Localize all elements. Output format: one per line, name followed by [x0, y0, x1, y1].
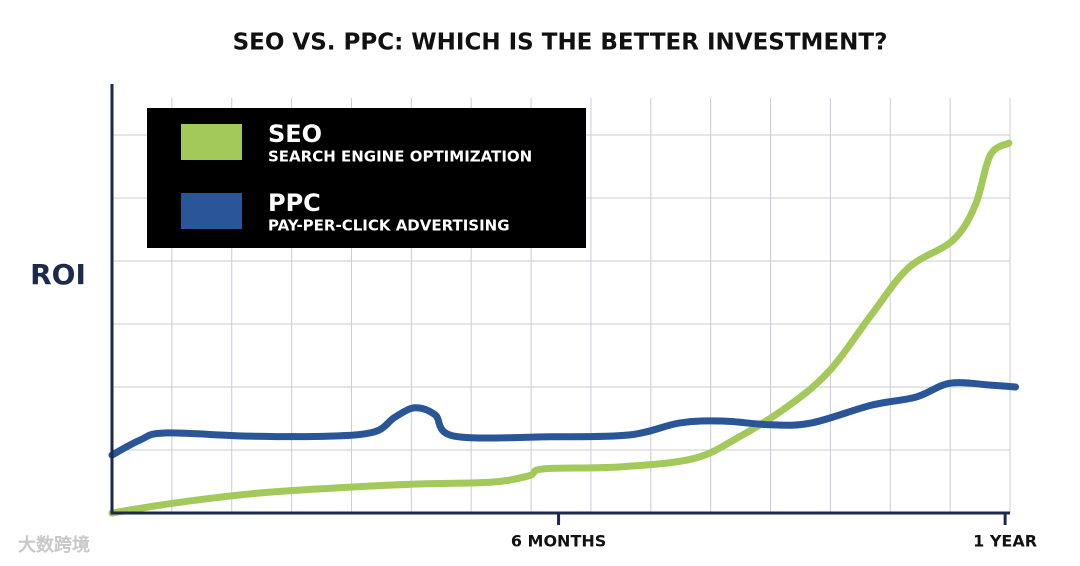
x-tick-label: 6 MONTHS	[511, 532, 606, 551]
legend-label: SEO	[268, 120, 322, 148]
x-tick-label: 1 YEAR	[973, 532, 1037, 551]
legend-swatch	[181, 193, 242, 229]
series-line	[108, 139, 1013, 517]
watermark: 大数跨境	[18, 534, 90, 556]
legend-label: PPC	[268, 189, 321, 217]
chart-title: SEO VS. PPC: WHICH IS THE BETTER INVESTM…	[233, 30, 888, 56]
legend-description: PAY-PER-CLICK ADVERTISING	[268, 217, 510, 235]
legend-swatch	[181, 124, 242, 160]
legend-description: SEARCH ENGINE OPTIMIZATION	[268, 148, 532, 166]
series-line	[108, 379, 1020, 459]
axes: 6 MONTHS 1 YEAR	[110, 84, 1037, 551]
lines	[108, 139, 1020, 517]
y-axis-label: ROI	[30, 258, 86, 291]
